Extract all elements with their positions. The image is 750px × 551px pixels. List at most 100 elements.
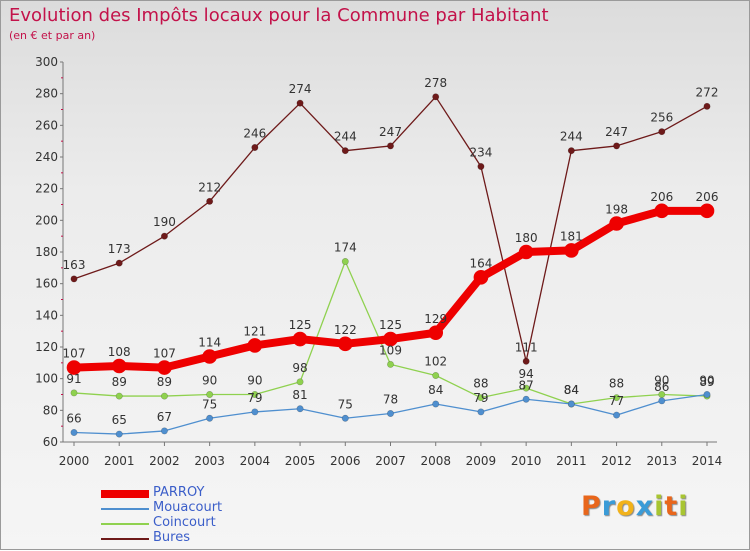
x-tick-label: 2001	[104, 454, 135, 468]
value-label-mouacourt: 75	[202, 397, 217, 411]
data-point-mouacourt	[567, 400, 575, 408]
legend-swatch	[101, 523, 149, 525]
data-point-parroy	[383, 331, 398, 347]
value-label-bures: 212	[198, 180, 221, 194]
data-point-parroy	[66, 360, 82, 375]
data-point-mouacourt	[522, 395, 530, 403]
data-point-bures	[522, 357, 530, 365]
value-label-coincourt: 88	[609, 377, 624, 391]
data-point-bures	[432, 93, 440, 101]
value-label-coincourt: 94	[519, 367, 534, 381]
data-point-mouacourt	[658, 397, 666, 405]
data-point-mouacourt	[432, 400, 440, 408]
legend-swatch	[101, 538, 149, 540]
value-label-bures: 278	[424, 76, 447, 90]
data-point-bures	[160, 232, 168, 240]
value-label-coincourt: 90	[654, 374, 669, 388]
x-tick-label: 2009	[466, 454, 497, 468]
y-tick-label: 60	[43, 435, 58, 449]
data-point-bures	[386, 142, 394, 150]
value-label-bures: 234	[469, 146, 492, 160]
y-tick-label: 100	[35, 372, 58, 386]
y-tick-label: 180	[35, 245, 58, 259]
data-point-bures	[70, 275, 78, 283]
x-tick-label: 2004	[240, 454, 271, 468]
value-label-parroy: 180	[515, 231, 538, 245]
y-tick-label: 140	[35, 308, 58, 322]
value-label-coincourt: 90	[202, 374, 217, 388]
data-point-bures	[341, 147, 349, 155]
x-tick-label: 2014	[692, 454, 723, 468]
value-label-mouacourt: 75	[338, 397, 353, 411]
value-label-parroy: 107	[153, 347, 176, 361]
data-point-parroy	[654, 203, 670, 219]
value-label-bures: 111	[515, 340, 538, 354]
data-point-coincourt	[386, 360, 394, 368]
value-label-bures: 247	[605, 125, 628, 139]
data-point-parroy	[699, 203, 715, 219]
data-point-parroy	[111, 358, 127, 374]
value-label-parroy: 206	[650, 190, 673, 204]
data-point-parroy	[202, 349, 217, 364]
value-label-bures: 244	[560, 130, 583, 144]
data-point-mouacourt	[613, 411, 621, 419]
value-label-coincourt: 88	[473, 377, 488, 391]
x-tick-label: 2011	[556, 454, 587, 468]
value-label-bures: 256	[650, 111, 673, 125]
data-point-mouacourt	[341, 414, 349, 422]
data-point-coincourt	[522, 384, 530, 392]
data-point-bures	[251, 144, 259, 152]
data-point-mouacourt	[386, 409, 394, 417]
data-point-bures	[115, 259, 123, 267]
data-point-mouacourt	[703, 390, 711, 398]
value-label-coincourt: 90	[247, 374, 262, 388]
data-point-bures	[703, 102, 711, 110]
value-label-coincourt: 102	[424, 355, 447, 369]
value-label-parroy: 114	[198, 336, 221, 350]
data-point-coincourt	[296, 378, 304, 386]
legend-label: Bures	[153, 530, 190, 545]
data-point-mouacourt	[251, 408, 259, 416]
data-point-parroy	[337, 336, 353, 352]
legend-label: PARROY	[153, 485, 205, 500]
data-point-bures	[477, 163, 485, 171]
value-label-coincourt: 89	[157, 375, 172, 389]
value-label-coincourt: 84	[564, 383, 579, 397]
value-label-mouacourt: 87	[519, 378, 534, 392]
value-label-mouacourt: 66	[66, 412, 81, 426]
value-label-coincourt: 89	[699, 375, 714, 389]
x-tick-label: 2003	[194, 454, 225, 468]
y-tick-label: 280	[35, 87, 58, 101]
value-label-parroy: 125	[379, 318, 402, 332]
value-label-parroy: 206	[696, 190, 719, 204]
value-label-parroy: 181	[560, 229, 583, 243]
value-label-coincourt: 109	[379, 343, 402, 357]
data-point-parroy	[609, 216, 624, 231]
data-point-coincourt	[432, 371, 440, 379]
value-label-mouacourt: 67	[157, 410, 172, 424]
data-point-coincourt	[613, 394, 621, 402]
x-tick-label: 2005	[285, 454, 316, 468]
x-tick-label: 2008	[420, 454, 451, 468]
value-label-mouacourt: 84	[564, 383, 579, 397]
value-label-mouacourt: 84	[428, 383, 443, 397]
value-label-mouacourt: 79	[473, 391, 488, 405]
value-label-parroy: 108	[108, 345, 131, 359]
y-tick-label: 300	[35, 55, 58, 69]
value-label-parroy: 125	[289, 318, 312, 332]
x-tick-label: 2013	[647, 454, 678, 468]
value-label-parroy: 198	[605, 203, 628, 217]
value-label-coincourt: 89	[112, 375, 127, 389]
x-tick-label: 2002	[149, 454, 180, 468]
data-point-parroy	[157, 360, 172, 375]
data-point-mouacourt	[206, 414, 214, 422]
value-label-bures: 163	[63, 258, 86, 272]
value-label-bures: 190	[153, 215, 176, 229]
value-label-coincourt: 174	[334, 241, 357, 255]
data-point-coincourt	[477, 394, 485, 402]
value-label-mouacourt: 79	[247, 391, 262, 405]
data-point-coincourt	[341, 257, 349, 265]
x-tick-label: 2000	[59, 454, 90, 468]
value-label-coincourt: 91	[66, 372, 81, 386]
data-point-bures	[613, 142, 621, 150]
